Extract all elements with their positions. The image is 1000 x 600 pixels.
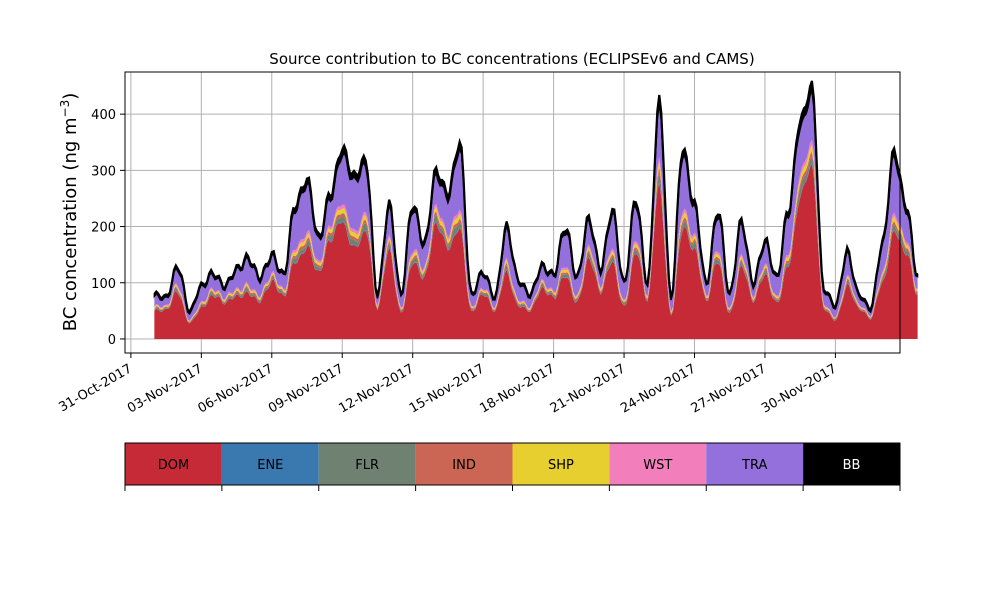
axes: 0 100 200 300 400 31-Oct-201703-Nov-201706-No… — [56, 71, 901, 416]
x-tick-label: 27-Nov-2017 — [689, 361, 769, 416]
y-tick-label: 0 — [108, 333, 116, 348]
legend-label-shp: SHP — [548, 458, 574, 473]
x-tick-label: 21-Nov-2017 — [548, 361, 628, 416]
legend-label-ene: ENE — [257, 458, 283, 473]
legend-swatch-bb — [803, 443, 900, 485]
x-tick-label: 30-Nov-2017 — [759, 361, 839, 416]
x-tick-label: 06-Nov-2017 — [196, 361, 276, 416]
y-axis-label-close: ) — [60, 93, 81, 100]
x-tick-label: 03-Nov-2017 — [125, 361, 205, 416]
area-tra — [154, 90, 918, 321]
area-dom — [154, 164, 918, 339]
y-tick-label: 400 — [91, 108, 116, 123]
x-tick-label: 09-Nov-2017 — [266, 361, 346, 416]
y-tick-label: 200 — [91, 221, 116, 236]
x-tick-label: 31-Oct-2017 — [56, 361, 134, 415]
x-tick-label: 18-Nov-2017 — [477, 361, 557, 416]
legend-swatch-wst — [609, 443, 707, 485]
legend-swatch-ind — [415, 443, 513, 485]
legend-swatch-dom — [125, 443, 222, 485]
x-tick-label: 15-Nov-2017 — [407, 361, 487, 416]
legend-label-tra: TRA — [741, 458, 767, 473]
legend-label-bb: BB — [843, 458, 861, 473]
stacked-areas — [153, 80, 919, 339]
legend-swatch-ene — [221, 443, 319, 485]
legend-swatch-shp — [512, 443, 610, 485]
y-tick-label: 100 — [91, 277, 116, 292]
y-axis-label-main: BC concentration (ng m — [60, 117, 81, 331]
y-axis-label-superscript: −3 — [58, 100, 72, 118]
legend-label-dom: DOM — [158, 458, 189, 473]
legend-label-wst: WST — [643, 458, 672, 473]
chart-title: Source contribution to BC concentrations… — [269, 50, 754, 68]
x-tick-label: 12-Nov-2017 — [336, 361, 416, 416]
y-axis-label: BC concentration (ng m−3) — [58, 93, 81, 332]
y-tick-label: 300 — [91, 164, 116, 179]
legend-swatch-tra — [706, 443, 804, 485]
plot-frame — [124, 71, 901, 354]
legend: DOM ENE FLR IND SHP WST TRA BB — [124, 442, 901, 491]
legend-swatch-flr — [318, 443, 416, 485]
total-outline — [153, 80, 919, 314]
x-tick-label: 24-Nov-2017 — [618, 361, 698, 416]
legend-label-flr: FLR — [355, 458, 379, 473]
legend-label-ind: IND — [452, 458, 476, 473]
